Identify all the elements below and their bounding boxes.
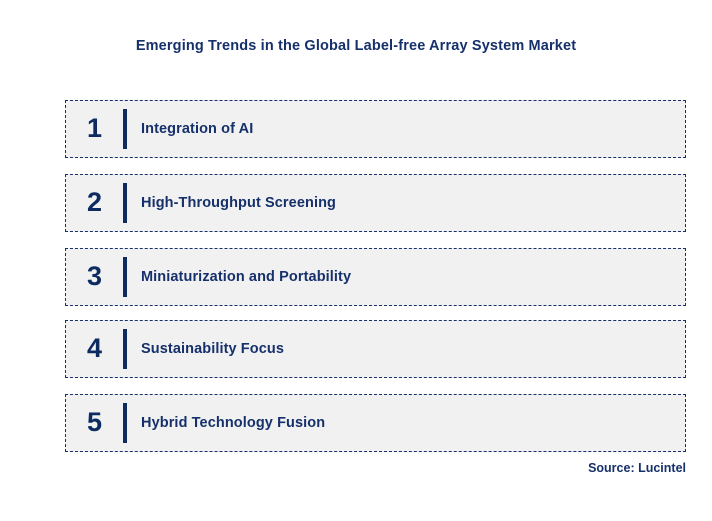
- trend-rank-number: 2: [86, 186, 103, 217]
- vertical-divider-icon: [123, 183, 127, 223]
- trend-rank-number: 3: [86, 260, 103, 291]
- vertical-divider-icon: [123, 257, 127, 297]
- trend-label: Hybrid Technology Fusion: [141, 415, 326, 431]
- trend-label: Sustainability Focus: [141, 341, 284, 357]
- list-item[interactable]: 5 Hybrid Technology Fusion: [65, 394, 686, 452]
- trend-rank-number: 5: [86, 406, 103, 437]
- list-item[interactable]: 2 High-Throughput Screening: [65, 174, 686, 232]
- vertical-divider-icon: [123, 403, 127, 443]
- trend-list: 1 Integration of AI 2 High-Throughput Sc…: [65, 100, 686, 468]
- list-item[interactable]: 3 Miniaturization and Portability: [65, 248, 686, 306]
- list-item[interactable]: 1 Integration of AI: [65, 100, 686, 158]
- source-attribution: Source: Lucintel: [588, 461, 686, 475]
- trend-label: Miniaturization and Portability: [141, 269, 352, 285]
- list-item[interactable]: 4 Sustainability Focus: [65, 320, 686, 378]
- trend-label: High-Throughput Screening: [141, 195, 337, 211]
- page-title: Emerging Trends in the Global Label-free…: [135, 38, 577, 54]
- trend-rank-number: 1: [86, 112, 103, 143]
- trend-label: Integration of AI: [141, 121, 254, 137]
- trend-rank-number: 4: [86, 332, 103, 363]
- vertical-divider-icon: [123, 109, 127, 149]
- vertical-divider-icon: [123, 329, 127, 369]
